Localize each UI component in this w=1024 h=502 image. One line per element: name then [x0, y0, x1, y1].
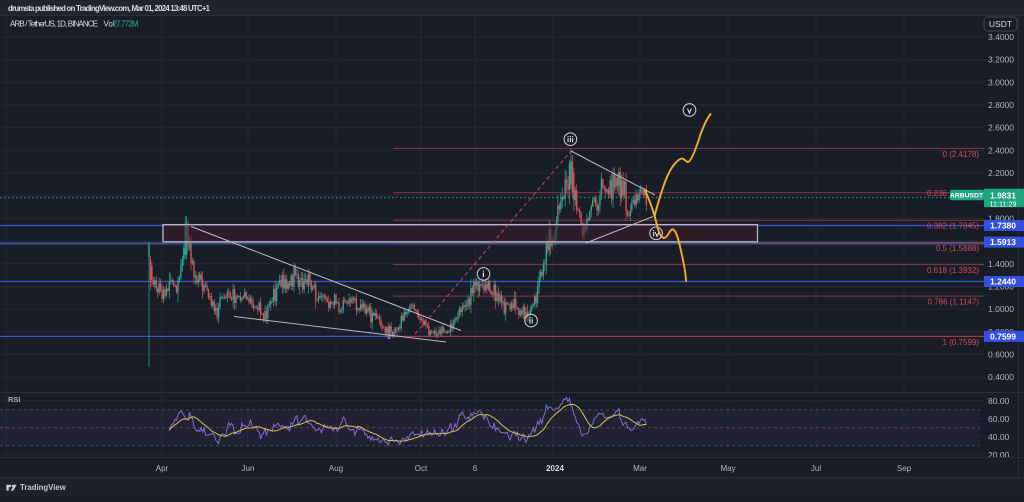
- svg-text:11:11:29: 11:11:29: [990, 200, 1017, 209]
- svg-text:60.00: 60.00: [988, 414, 1010, 424]
- svg-text:Mar: Mar: [633, 464, 647, 473]
- svg-text:1.2440: 1.2440: [990, 277, 1016, 287]
- svg-text:Oct: Oct: [415, 464, 428, 473]
- svg-text:USDT: USDT: [989, 19, 1012, 29]
- svg-text:TradingView: TradingView: [20, 483, 67, 492]
- svg-text:0.382 (1.7845): 0.382 (1.7845): [927, 222, 979, 231]
- svg-text:1.8000: 1.8000: [988, 213, 1014, 223]
- svg-text:0.7599: 0.7599: [990, 331, 1016, 341]
- svg-text:0.4000: 0.4000: [988, 372, 1014, 382]
- svg-text:1.4000: 1.4000: [988, 259, 1014, 269]
- svg-text:Apr: Apr: [156, 464, 169, 473]
- svg-text:2.6000: 2.6000: [988, 123, 1014, 133]
- svg-text:RSI: RSI: [8, 395, 21, 404]
- svg-text:3.4000: 3.4000: [988, 32, 1014, 42]
- svg-text:1.0000: 1.0000: [988, 304, 1014, 314]
- svg-text:6: 6: [473, 464, 478, 473]
- svg-text:1.9831: 1.9831: [990, 191, 1016, 201]
- svg-text:20.00: 20.00: [988, 450, 1010, 460]
- svg-text:0.618 (1.3932): 0.618 (1.3932): [927, 266, 979, 275]
- svg-text:0.6000: 0.6000: [988, 350, 1014, 360]
- svg-text:2.4000: 2.4000: [988, 145, 1014, 155]
- svg-text:2024: 2024: [546, 464, 564, 473]
- svg-text:Aug: Aug: [329, 464, 343, 473]
- svg-text:1.5913: 1.5913: [990, 237, 1016, 247]
- svg-text:Sep: Sep: [897, 464, 912, 473]
- svg-text:3.0000: 3.0000: [988, 77, 1014, 87]
- svg-text:1.7380: 1.7380: [990, 221, 1016, 231]
- svg-text:80.00: 80.00: [988, 396, 1010, 406]
- svg-text:1 (0.7599): 1 (0.7599): [943, 338, 980, 347]
- svg-text:Jun: Jun: [242, 464, 255, 473]
- svg-text:0.5 (1.5888): 0.5 (1.5888): [936, 244, 979, 253]
- svg-text:27.772M: 27.772M: [113, 20, 139, 29]
- svg-text:drumsta published on TradingVi: drumsta published on TradingView.com, Ma…: [8, 4, 211, 13]
- svg-text:Vol: Vol: [104, 20, 115, 29]
- svg-text:0.786 (1.1147): 0.786 (1.1147): [928, 298, 980, 307]
- svg-text:2.8000: 2.8000: [988, 100, 1014, 110]
- svg-text:May: May: [720, 464, 735, 473]
- svg-text:Jul: Jul: [811, 464, 821, 473]
- svg-text:40.00: 40.00: [988, 432, 1010, 442]
- svg-text:0 (2.4178): 0 (2.4178): [943, 150, 980, 159]
- svg-text:ARBUSDT: ARBUSDT: [950, 193, 984, 200]
- svg-text:3.2000: 3.2000: [988, 55, 1014, 65]
- svg-text:2.2000: 2.2000: [988, 168, 1014, 178]
- svg-text:ARB / TetherUS, 1D, BINANCE: ARB / TetherUS, 1D, BINANCE: [10, 20, 98, 29]
